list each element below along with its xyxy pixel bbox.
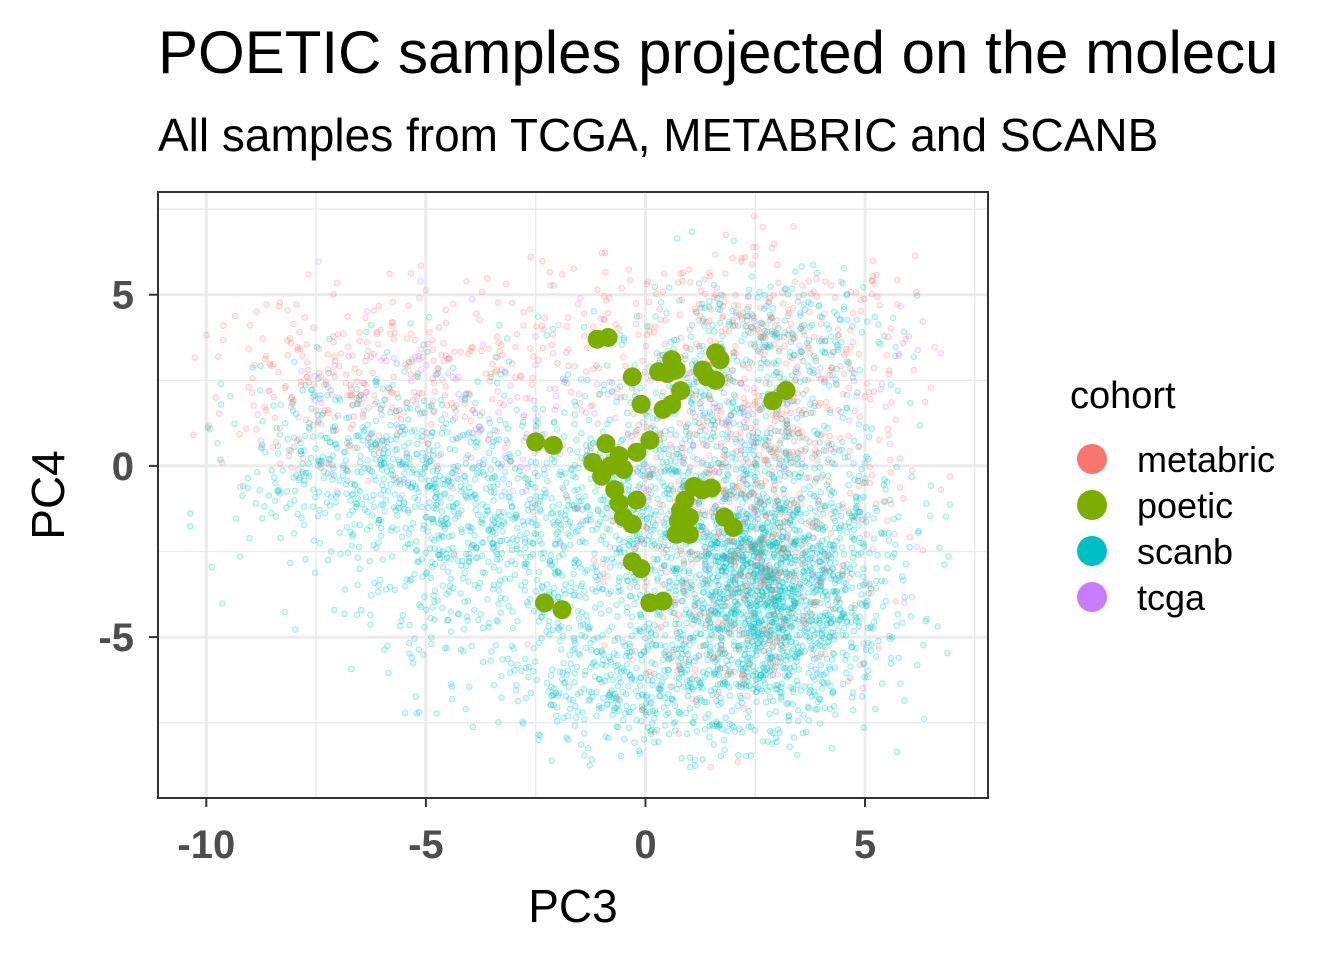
poetic-point: [596, 434, 616, 454]
y-tick-label: 0: [112, 445, 134, 489]
poetic-point: [552, 600, 572, 620]
poetic-point: [583, 452, 603, 472]
legend: cohort metabric poetic scanb tcga: [1070, 375, 1275, 618]
poetic-point: [776, 381, 796, 401]
poetic-point: [534, 593, 554, 613]
poetic-point: [666, 524, 686, 544]
legend-label-tcga: tcga: [1137, 577, 1206, 618]
poetic-point: [653, 591, 673, 611]
x-tick-label: -5: [408, 823, 444, 867]
x-axis-title: PC3: [528, 880, 617, 932]
poetic-point: [622, 514, 642, 534]
legend-key-poetic: [1077, 490, 1107, 520]
legend-key-metabric: [1077, 444, 1107, 474]
poetic-point: [543, 435, 563, 455]
legend-title: cohort: [1070, 375, 1176, 417]
background-sample-cloud: [187, 213, 954, 771]
legend-key-scanb: [1077, 536, 1107, 566]
poetic-point: [631, 394, 651, 414]
poetic-point: [622, 367, 642, 387]
poetic-point: [763, 391, 783, 411]
poetic-point: [631, 559, 651, 579]
poetic-point: [627, 490, 647, 510]
grid-major: [158, 192, 988, 798]
plot-panel: [158, 192, 988, 798]
y-tick-label: 5: [112, 274, 134, 318]
grid-minor: [158, 192, 988, 798]
poetic-point: [706, 370, 726, 390]
poetic-point: [666, 360, 686, 380]
x-tick-label: -10: [177, 823, 235, 867]
poetic-points: [526, 328, 796, 620]
poetic-point: [710, 350, 730, 370]
x-tick-label: 0: [634, 823, 656, 867]
chart-title: POETIC samples projected on the molecu: [158, 19, 1279, 86]
poetic-point: [679, 524, 699, 544]
poetic-point: [614, 459, 634, 479]
chart-subtitle: All samples from TCGA, METABRIC and SCAN…: [158, 109, 1159, 161]
legend-label-metabric: metabric: [1137, 439, 1275, 480]
poetic-point: [598, 328, 618, 348]
poetic-point: [592, 466, 612, 486]
poetic-point: [679, 507, 699, 527]
y-axis-title: PC4: [22, 450, 74, 539]
poetic-point: [671, 381, 691, 401]
panel-border: [157, 191, 989, 799]
poetic-point: [723, 518, 743, 538]
legend-key-tcga: [1077, 582, 1107, 612]
axes: -10 -5 0 5 5 0 -5: [98, 274, 876, 867]
poetic-point: [627, 442, 647, 462]
x-tick-label: 5: [854, 823, 876, 867]
legend-label-poetic: poetic: [1137, 485, 1233, 526]
legend-label-scanb: scanb: [1137, 531, 1233, 572]
poetic-point: [662, 394, 682, 414]
y-tick-label: -5: [98, 616, 134, 660]
poetic-point: [701, 478, 721, 498]
poetic-point: [640, 430, 660, 450]
poetic-point: [526, 432, 546, 452]
